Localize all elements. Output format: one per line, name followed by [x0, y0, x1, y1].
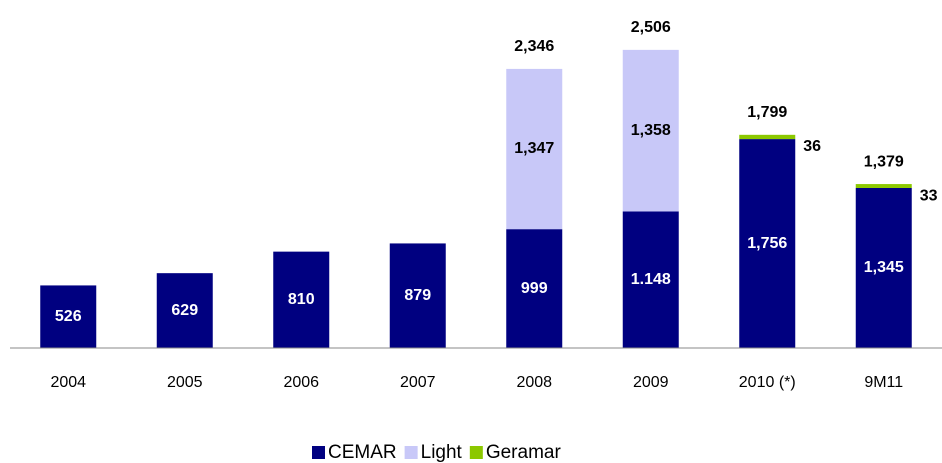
legend-label: Geramar	[486, 442, 562, 463]
bar-segment	[739, 134, 796, 140]
x-tick-label: 2009	[633, 374, 669, 391]
bar-segment	[40, 285, 97, 348]
bar-segment	[506, 229, 563, 348]
x-tick-label: 2008	[516, 374, 552, 391]
legend-label: CEMAR	[328, 442, 397, 463]
data-label: 629	[171, 302, 198, 319]
data-label: 810	[288, 291, 315, 308]
data-label: 1,358	[631, 122, 671, 139]
total-label: 2,346	[514, 38, 554, 55]
bar-segment	[156, 273, 213, 348]
x-tick-label: 2005	[167, 374, 203, 391]
bar-segment	[622, 211, 679, 348]
legend-swatch	[312, 446, 325, 459]
bar-segment	[855, 187, 912, 348]
data-label: 999	[521, 280, 548, 297]
x-tick-label: 2007	[400, 374, 436, 391]
total-label: 1,379	[864, 153, 904, 170]
legend-swatch	[404, 446, 418, 459]
bar-segment	[622, 49, 679, 212]
bar-segment	[855, 184, 912, 188]
legend-swatch	[469, 446, 483, 459]
data-label: 526	[55, 308, 82, 325]
bar-segment	[506, 68, 563, 230]
bar-segment	[739, 139, 796, 348]
data-label: 1.148	[631, 271, 671, 288]
x-tick-label: 2006	[283, 374, 319, 391]
total-label: 2,506	[631, 19, 671, 36]
data-label: 1,756	[747, 235, 787, 252]
data-label: 1,345	[864, 259, 904, 276]
legend-label: Light	[421, 442, 463, 463]
total-label: 1,799	[747, 104, 787, 121]
data-label: 879	[404, 287, 431, 304]
x-tick-label: 9M11	[864, 374, 903, 391]
data-label: 36	[803, 138, 821, 155]
data-label: 33	[920, 187, 938, 204]
bar-segment	[389, 243, 446, 348]
data-label: 1,347	[514, 140, 554, 157]
x-tick-label: 2010 (*)	[739, 374, 796, 391]
x-tick-label: 2004	[50, 374, 86, 391]
bar-segment	[273, 251, 330, 348]
